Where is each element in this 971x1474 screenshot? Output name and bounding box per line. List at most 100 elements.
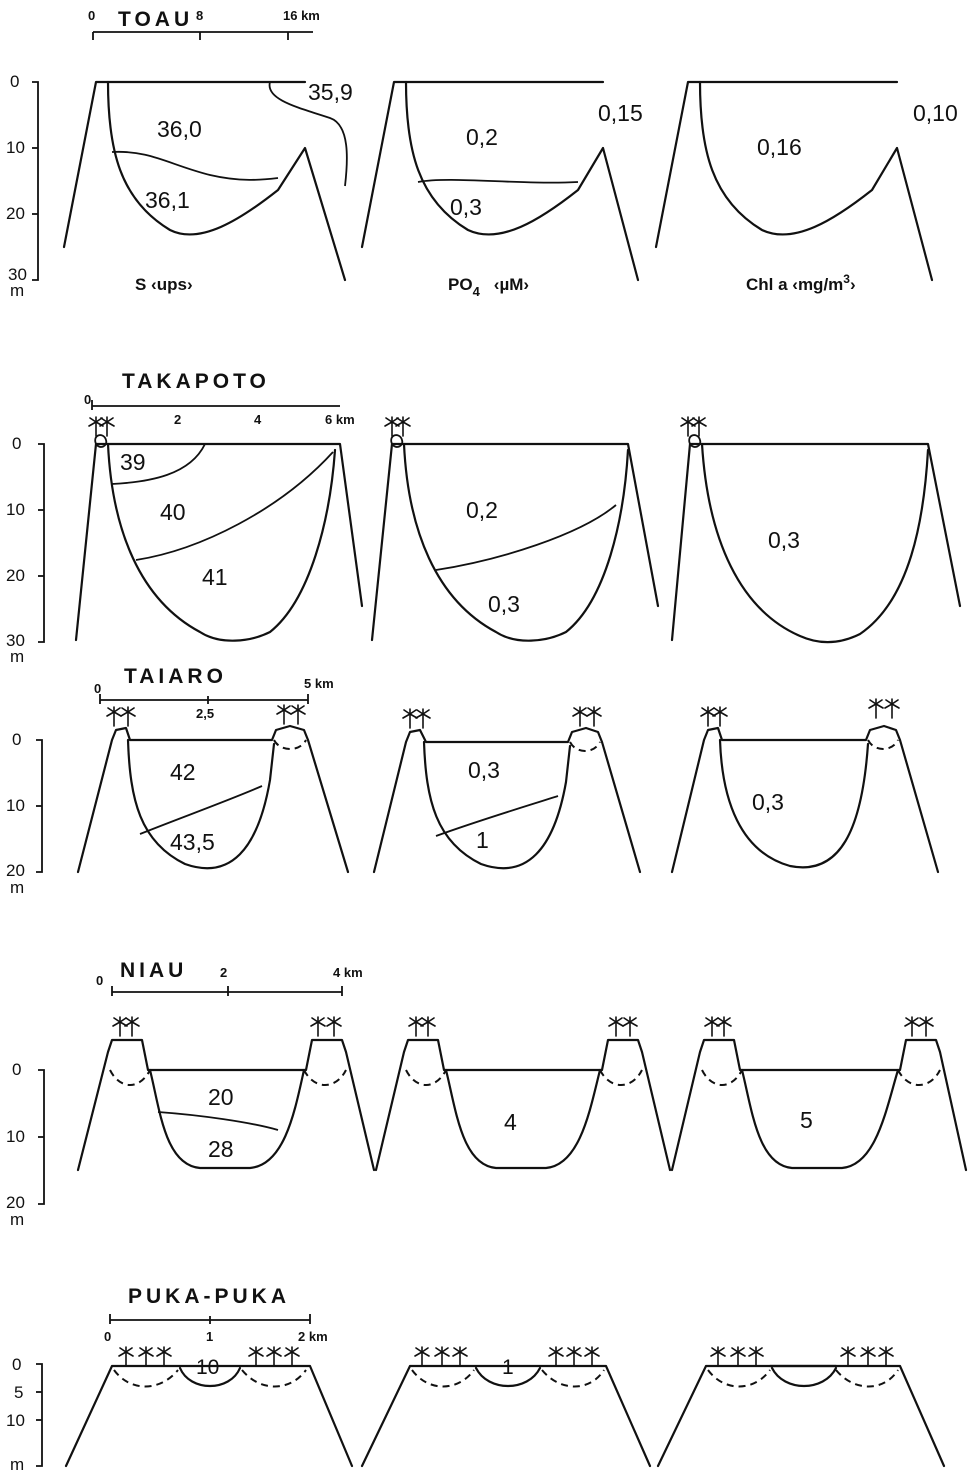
salinity-value: 36,0	[157, 116, 202, 142]
puka-puka-chlorophyll-panel	[656, 1346, 946, 1468]
depth-tick-label: 20	[6, 861, 25, 880]
scale-tick-label: 2 km	[298, 1329, 328, 1344]
phosphate-value: 1	[502, 1356, 514, 1379]
depth-tick-label: 30	[6, 631, 25, 650]
toau-chlorophyll-panel: 0,16 0,10	[654, 80, 958, 282]
phosphate-value: 4	[504, 1109, 517, 1135]
scale-tick-label: 2	[174, 412, 181, 427]
phosphate-value: 1	[476, 827, 489, 853]
scale-tick-label: 4 km	[333, 965, 363, 980]
phosphate-value: 0,3	[488, 591, 520, 617]
taiaro-chlorophyll-panel: 0,3	[670, 698, 940, 874]
salinity-value: 36,1	[145, 187, 190, 213]
salinity-value: 43,5	[170, 829, 215, 855]
salinity-value: 41	[202, 564, 228, 590]
toau-salinity-panel: 36,0 36,1 35,9	[62, 79, 353, 282]
depth-unit-label: m	[10, 1455, 24, 1474]
taiaro-phosphate-panel: 0,3 1	[372, 706, 642, 874]
scale-tick-label: 4	[254, 412, 262, 427]
salinity-value: 39	[120, 449, 146, 475]
depth-tick-label: 10	[6, 1411, 25, 1430]
parameter-label-phosphate: PO4 ‹µM›	[448, 275, 529, 299]
atoll-title-niau: NIAU	[120, 959, 187, 982]
depth-tick-label: 0	[12, 1355, 21, 1374]
chlorophyll-value: 0,16	[757, 134, 802, 160]
scale-tick-label: 16 km	[283, 8, 320, 23]
depth-tick-label: 0	[10, 72, 19, 91]
niau-section: NIAU 0 2 4 km 0 10 20 m	[6, 959, 968, 1229]
depth-unit-label: m	[10, 647, 24, 666]
depth-tick-label: 10	[6, 138, 25, 157]
puka-puka-salinity-panel: 10	[64, 1346, 354, 1468]
depth-tick-label: 20	[6, 1193, 25, 1212]
takapoto-section: TAKAPOTO 0 2 4 6 km 0 10 20 30 m	[6, 370, 962, 666]
scale-tick-label: 2	[220, 965, 227, 980]
depth-unit-label: m	[10, 878, 24, 897]
scale-tick-label: 6 km	[325, 412, 355, 427]
taiaro-section: TAIARO 0 2,5 5 km 0 10 20 m	[6, 665, 940, 897]
phosphate-value: 0,15	[598, 100, 643, 126]
puka-puka-phosphate-panel: 1	[360, 1346, 652, 1468]
scale-tick-label: 1	[206, 1329, 213, 1344]
salinity-value: 35,9	[308, 79, 353, 105]
takapoto-phosphate-panel: 0,2 0,3	[370, 416, 660, 642]
takapoto-salinity-panel: 39 40 41	[74, 416, 364, 642]
taiaro-salinity-panel: 42 43,5	[76, 704, 350, 874]
phosphate-value: 0,2	[466, 124, 498, 150]
toau-phosphate-panel: 0,2 0,3 0,15	[360, 80, 643, 282]
depth-axis-taiaro: 0 10 20 m	[6, 730, 43, 897]
scale-tick-label: 0	[88, 8, 95, 23]
scale-bar-takapoto: 0 2 4 6 km	[84, 392, 355, 427]
chlorophyll-value: 5	[800, 1107, 813, 1133]
chlorophyll-value: 0,3	[768, 527, 800, 553]
scale-tick-label: 0	[84, 392, 91, 407]
depth-axis-niau: 0 10 20 m	[6, 1060, 45, 1229]
chlorophyll-value: 0,10	[913, 100, 958, 126]
depth-tick-label: 0	[12, 730, 21, 749]
depth-tick-label: 10	[6, 500, 25, 519]
salinity-value: 28	[208, 1136, 234, 1162]
atoll-title-taiaro: TAIARO	[124, 665, 227, 688]
salinity-value: 40	[160, 499, 186, 525]
phosphate-value: 0,3	[450, 194, 482, 220]
phosphate-value: 0,2	[466, 497, 498, 523]
depth-tick-label: 10	[6, 1127, 25, 1146]
scale-bar-taiaro: 0 2,5 5 km	[94, 676, 334, 721]
salinity-value: 20	[208, 1084, 234, 1110]
depth-tick-label: 30	[8, 265, 27, 284]
depth-tick-label: 0	[12, 434, 21, 453]
puka-puka-section: PUKA-PUKA 0 1 2 km 0 5 10 m	[6, 1285, 946, 1474]
parameter-label-salinity: S ‹ups›	[135, 275, 193, 294]
depth-axis-toau: 0 10 20 30 m	[6, 72, 39, 300]
takapoto-chlorophyll-panel: 0,3	[670, 416, 962, 644]
depth-tick-label: 20	[6, 566, 25, 585]
atoll-title-puka-puka: PUKA-PUKA	[128, 1285, 290, 1308]
niau-chlorophyll-panel: 5	[670, 1016, 968, 1172]
depth-axis-puka-puka: 0 5 10 m	[6, 1355, 43, 1474]
scale-bar-niau: 0 2 4 km	[96, 965, 363, 996]
scale-bar-puka-puka: 0 1 2 km	[104, 1314, 328, 1344]
scale-tick-label: 2,5	[196, 706, 214, 721]
toau-section: TOAU 0 8 16 km 0 10 20 30 m 36,0	[6, 8, 958, 300]
scale-tick-label: 5 km	[304, 676, 334, 691]
depth-tick-label: 10	[6, 796, 25, 815]
parameter-label-chlorophyll: Chl a ‹mg/m3›	[746, 272, 856, 294]
salinity-value: 42	[170, 759, 196, 785]
atoll-title-takapoto: TAKAPOTO	[122, 370, 270, 393]
depth-tick-label: 5	[14, 1383, 23, 1402]
chlorophyll-value: 0,3	[752, 789, 784, 815]
depth-unit-label: m	[10, 281, 24, 300]
niau-salinity-panel: 20 28	[76, 1016, 376, 1172]
depth-unit-label: m	[10, 1210, 24, 1229]
scale-tick-label: 0	[94, 681, 101, 696]
scale-tick-label: 0	[104, 1329, 111, 1344]
scale-tick-label: 0	[96, 973, 103, 988]
salinity-value: 10	[196, 1356, 219, 1379]
scale-tick-label: 8	[196, 8, 203, 23]
depth-axis-takapoto: 0 10 20 30 m	[6, 434, 45, 666]
scale-bar-toau: 0 8 16 km	[88, 8, 320, 40]
depth-tick-label: 20	[6, 204, 25, 223]
niau-phosphate-panel: 4	[374, 1016, 672, 1172]
phosphate-value: 0,3	[468, 757, 500, 783]
